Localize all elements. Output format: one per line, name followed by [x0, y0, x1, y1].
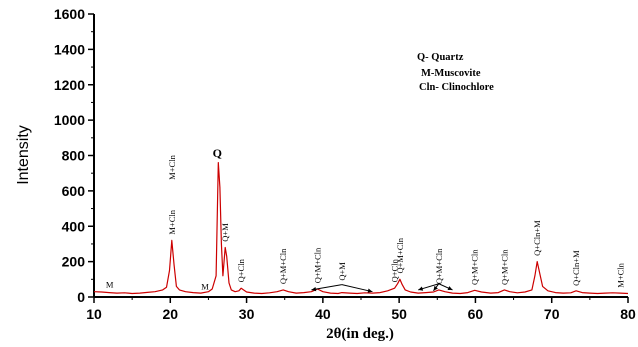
- y-tick-label: 1600: [54, 6, 85, 22]
- peak-label: Q+Cln+M: [571, 250, 581, 286]
- peak-label: Q+M+Cln: [313, 247, 323, 283]
- annotation-arrows: [311, 283, 453, 293]
- peak-label: Q+M: [337, 262, 347, 281]
- y-tick-label: 1000: [54, 112, 85, 128]
- arrow-head: [447, 286, 453, 291]
- y-tick-label: 800: [62, 148, 86, 164]
- legend-entry: Q- Quartz: [417, 52, 464, 63]
- x-tick-label: 70: [544, 306, 560, 322]
- peak-label: Q+M: [220, 223, 230, 242]
- legend: Q- Quartz M-Muscovite Cln- Clinochlore: [417, 52, 494, 93]
- series-group: [93, 162, 629, 295]
- y-tick-label: 200: [62, 254, 86, 270]
- peak-label: Q: [213, 146, 222, 160]
- peak-label: M: [201, 281, 209, 291]
- peak-label: M+Cln: [167, 209, 177, 234]
- peak-label: Q+M+Cln: [395, 237, 405, 273]
- x-tick-label: 40: [315, 306, 331, 322]
- peak-label: Q+M+Cln: [278, 248, 288, 284]
- arrow-head: [418, 286, 424, 291]
- peak-label: Q+M+Cln: [470, 249, 480, 285]
- legend-entry: M-Muscovite: [421, 68, 481, 79]
- y-tick-label: 0: [77, 289, 85, 305]
- ticks: 0 200 400 600 800 1000 1200 1400 1600 10 20 30 40 50 6…: [54, 6, 636, 322]
- peak-label: M+Cln: [167, 154, 177, 179]
- x-tick-label: 80: [620, 306, 636, 322]
- x-tick-label: 50: [391, 306, 407, 322]
- y-tick-label: 400: [62, 218, 86, 234]
- peak-label: Q+Cln: [390, 258, 400, 282]
- peak-label: Q+M+Cln: [434, 248, 444, 284]
- peak-label: M: [106, 280, 114, 290]
- y-tick-label: 600: [62, 183, 86, 199]
- peak-label: Q+Cln+M: [532, 220, 542, 256]
- series-line: [93, 162, 629, 295]
- arrow-line: [341, 284, 373, 293]
- arrow-head: [433, 285, 438, 291]
- x-tick-label: 20: [162, 306, 178, 322]
- x-tick-label: 60: [468, 306, 484, 322]
- arrow-head: [311, 287, 317, 292]
- arrow-head: [367, 288, 373, 293]
- x-axis-label: 2θ(in deg.): [326, 326, 394, 342]
- x-tick-label: 30: [239, 306, 255, 322]
- peak-label: Q+M+Cln: [499, 249, 509, 285]
- peak-label: Q+Cln: [236, 258, 246, 282]
- y-tick-label: 1200: [54, 77, 85, 93]
- legend-entry: Cln- Clinochlore: [419, 82, 494, 93]
- arrow-line: [311, 284, 343, 291]
- y-axis-label: Intensity: [15, 125, 32, 185]
- y-tick-label: 1400: [54, 41, 85, 57]
- peak-label: M+Cln: [615, 262, 625, 287]
- x-tick-label: 10: [86, 306, 102, 322]
